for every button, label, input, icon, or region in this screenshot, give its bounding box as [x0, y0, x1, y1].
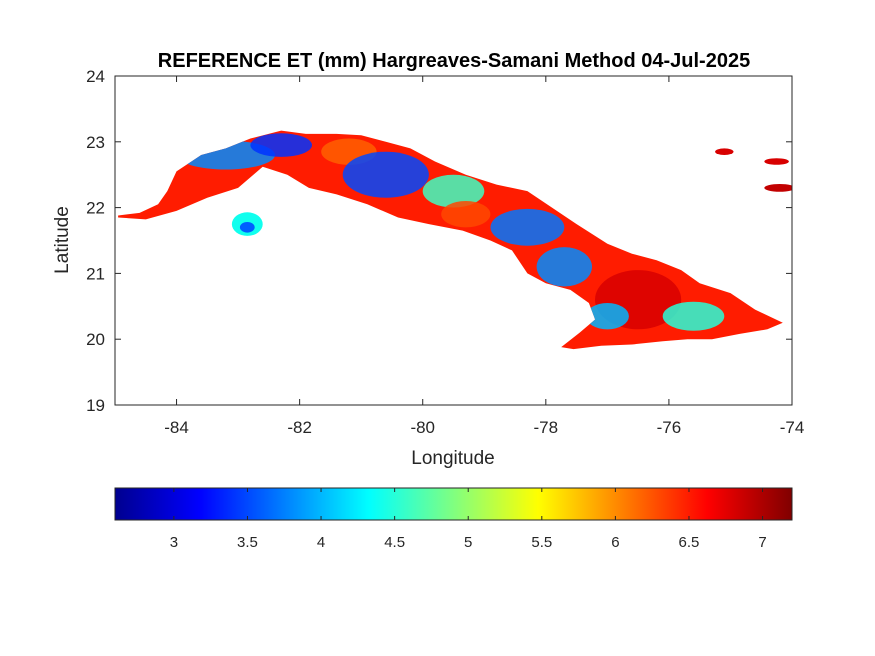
x-tick-label: -78 [534, 418, 559, 437]
colorbar-tick-label: 4 [317, 534, 325, 551]
colorbar-tick-label: 3.5 [237, 534, 258, 551]
et-heatmap [118, 130, 792, 350]
y-tick-label: 19 [86, 396, 105, 415]
et-field [441, 201, 491, 228]
colorbar-ticks: 3 3.5 4 4.5 5 5.5 6 6.5 7 [170, 488, 767, 551]
y-axis-ticks: 19 20 21 22 23 24 [86, 67, 792, 415]
colorbar-tick-label: 5.5 [531, 534, 552, 551]
x-tick-label: -76 [657, 418, 682, 437]
y-tick-label: 24 [86, 67, 105, 86]
small-island [239, 222, 255, 233]
x-axis-label: Longitude [411, 448, 494, 469]
et-field [250, 133, 312, 157]
colorbar-tick-label: 3 [170, 534, 178, 551]
axes-box [114, 75, 793, 406]
small-island [715, 148, 734, 155]
et-field [490, 208, 565, 246]
x-axis-ticks: -84 -82 -80 -78 -76 -74 [164, 76, 804, 437]
small-island [764, 184, 792, 192]
x-tick-label: -84 [164, 418, 189, 437]
plot-area [115, 76, 792, 405]
y-tick-label: 23 [86, 133, 105, 152]
chart-title: REFERENCE ET (mm) Hargreaves-Samani Meth… [158, 50, 750, 72]
y-tick-label: 21 [86, 264, 105, 283]
colorbar [114, 487, 793, 521]
y-tick-label: 22 [86, 199, 105, 218]
et-field [662, 301, 725, 331]
colorbar-tick-label: 7 [758, 534, 766, 551]
et-field [422, 174, 485, 208]
et-field [342, 151, 429, 198]
colorbar-tick-label: 6 [611, 534, 619, 551]
colorbar-tick-label: 6.5 [679, 534, 700, 551]
et-field [585, 303, 629, 330]
small-island [764, 158, 789, 165]
x-tick-label: -74 [780, 418, 805, 437]
colorbar-tick-label: 5 [464, 534, 472, 551]
colorbar-tick-label: 4.5 [384, 534, 405, 551]
y-axis-label: Latitude [52, 206, 73, 274]
x-tick-label: -80 [410, 418, 435, 437]
et-field [536, 247, 592, 287]
x-tick-label: -82 [287, 418, 312, 437]
y-tick-label: 20 [86, 330, 105, 349]
